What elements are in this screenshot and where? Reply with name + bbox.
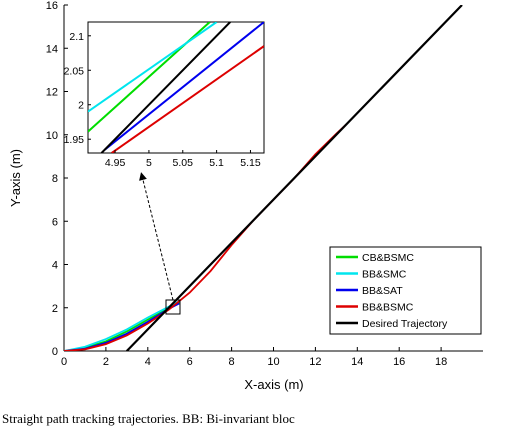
y-tick-label: 16 — [46, 0, 58, 12]
inset-x-tick-label: 5.1 — [209, 157, 224, 169]
x-tick-label: 16 — [393, 356, 405, 368]
x-tick-label: 8 — [229, 356, 235, 368]
y-axis-label: Y-axis (m) — [8, 149, 23, 207]
inset-background — [87, 21, 265, 154]
x-axis-label: X-axis (m) — [244, 377, 303, 392]
y-tick-label: 0 — [52, 346, 58, 358]
figure-caption: Straight path tracking trajectories. BB:… — [2, 411, 295, 426]
y-tick-label: 8 — [52, 173, 58, 185]
x-tick-label: 18 — [435, 356, 447, 368]
inset-x-tick-label: 4.95 — [105, 157, 126, 169]
x-tick-label: 6 — [187, 356, 193, 368]
inset-y-tick-label: 2.1 — [69, 31, 84, 43]
series-line-desired-trajectory — [126, 5, 463, 351]
y-tick-label: 2 — [52, 303, 58, 315]
inset-x-tick-label: 5.15 — [240, 157, 261, 169]
inset-tick-labels: 4.95 5 5.05 5.1 5.15 1.95 2 2.05 2.1 — [64, 31, 261, 169]
y-tick-label: 12 — [46, 87, 58, 99]
inset-series-lines — [88, 22, 264, 153]
inset-series-line-bb-bsmc — [111, 45, 264, 153]
inset-y-tick-label: 1.95 — [64, 134, 85, 146]
legend-label: BB&BSMC — [362, 302, 414, 314]
y-tick-label: 4 — [52, 260, 58, 272]
inset-x-tick-label: 5.05 — [173, 157, 194, 169]
inset-y-tick-label: 2.05 — [64, 65, 85, 77]
legend: CB&BSMC BB&SMC BB&SAT BB&BSMC Desired Trajec… — [329, 246, 482, 335]
y-tick-label: 10 — [46, 130, 58, 142]
x-tick-label: 2 — [103, 356, 109, 368]
series-line-bb-smc — [64, 300, 180, 351]
inset-x-tick-label: 5 — [146, 157, 152, 169]
legend-label: BB&SAT — [362, 285, 403, 297]
zoom-inset: 4.95 5 5.05 5.1 5.15 1.95 2 2.05 2.1 — [64, 21, 265, 169]
legend-label: BB&SMC — [362, 269, 407, 281]
x-tick-label: 14 — [351, 356, 363, 368]
main-tick-labels: 0 2 4 6 8 10 12 14 16 18 0 2 4 6 8 10 12 14 16 — [46, 0, 447, 368]
legend-label: Desired Trajectory — [362, 318, 448, 330]
zoom-arrow — [139, 172, 174, 301]
inset-series-line-desired-trajectory — [100, 22, 231, 153]
y-tick-label: 14 — [46, 43, 58, 55]
x-tick-label: 10 — [267, 356, 279, 368]
legend-label: CB&BSMC — [362, 252, 414, 264]
main-series-lines — [64, 5, 463, 351]
x-tick-label: 4 — [145, 356, 151, 368]
inset-series-line-bb-sat — [104, 22, 264, 151]
inset-y-tick-label: 2 — [78, 100, 84, 112]
inset-series-line-bb-smc — [88, 22, 218, 113]
x-tick-label: 12 — [309, 356, 321, 368]
y-tick-label: 6 — [52, 216, 58, 228]
x-tick-label: 0 — [61, 356, 67, 368]
